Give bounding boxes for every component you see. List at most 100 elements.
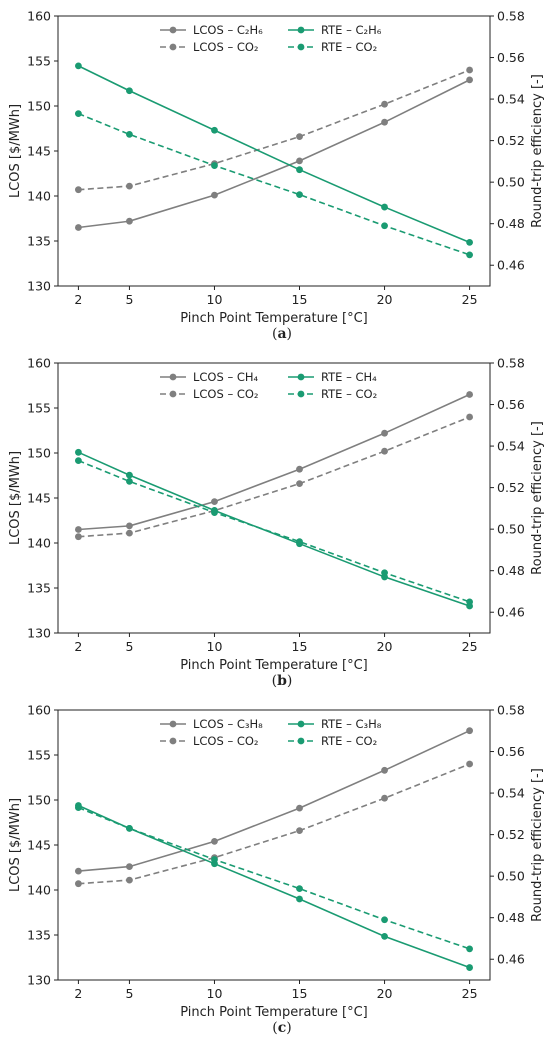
y-tick-label: 145 <box>27 144 51 159</box>
legend-entry: RTE – CH₄ <box>321 370 377 384</box>
x-tick-label: 25 <box>462 292 478 307</box>
data-point <box>296 827 303 834</box>
data-point <box>296 480 303 487</box>
y-axis-label: LCOS [$/MWh] <box>8 104 23 198</box>
y-tick-label: 160 <box>27 356 51 371</box>
legend-entry: LCOS – CO₂ <box>193 40 259 54</box>
legend-entry: RTE – CO₂ <box>321 734 377 748</box>
y2-tick-label: 0.52 <box>497 480 525 495</box>
data-point <box>211 162 218 169</box>
data-point <box>75 62 82 70</box>
series-line <box>78 763 470 885</box>
series-line <box>78 806 470 950</box>
data-point <box>211 498 218 505</box>
y2-tick-label: 0.52 <box>497 827 525 842</box>
x-tick-label: 5 <box>125 639 133 654</box>
data-point <box>211 509 218 516</box>
data-point <box>296 804 303 812</box>
data-point <box>126 876 133 884</box>
legend-marker <box>169 26 177 34</box>
legend-marker <box>297 26 305 34</box>
y2-tick-label: 0.46 <box>497 952 525 967</box>
data-point <box>296 465 303 473</box>
chart-panel-a: 2 5 10 15 20 25 130 135 140 145 150 155 160 0.46 0.48 0… <box>0 0 550 347</box>
legend-marker <box>297 737 305 745</box>
data-point <box>75 224 82 231</box>
data-point <box>126 477 133 485</box>
legend-entry: LCOS – C₃H₈ <box>193 717 263 731</box>
data-point <box>381 100 388 108</box>
data-point <box>211 191 218 199</box>
y2-tick-label: 0.50 <box>497 522 525 537</box>
data-point <box>466 760 473 768</box>
data-point <box>211 838 218 845</box>
legend-marker <box>297 390 305 398</box>
data-point <box>381 222 388 230</box>
y-axis-label: LCOS [$/MWh] <box>8 798 23 892</box>
data-point <box>211 856 218 863</box>
y2-tick-label: 0.56 <box>497 744 525 759</box>
plot-frame <box>57 362 491 634</box>
data-point <box>466 66 473 74</box>
data-point <box>466 964 473 971</box>
data-point <box>126 824 133 832</box>
series-line <box>78 729 470 872</box>
data-point <box>126 182 133 190</box>
y-tick-label: 130 <box>27 279 51 294</box>
x-tick-label: 20 <box>377 639 393 654</box>
y2-axis-label: Round-trip efficiency [-] <box>530 74 545 228</box>
x-axis-label: Pinch Point Temperature [°C] <box>180 1005 368 1020</box>
series-line <box>78 65 470 244</box>
x-tick-label: 25 <box>462 986 478 1001</box>
data-point <box>381 766 388 774</box>
x-tick-label: 15 <box>292 986 308 1001</box>
y2-tick-label: 0.48 <box>497 563 525 578</box>
legend-marker <box>297 43 305 51</box>
y2-tick-label: 0.58 <box>497 9 525 24</box>
data-point <box>126 529 133 537</box>
chart-svg: 2 5 10 15 20 251301351401451501551600.460.480… <box>8 703 545 1037</box>
y2-tick-label: 0.48 <box>497 216 525 231</box>
data-point <box>466 238 473 246</box>
series-line <box>78 451 470 607</box>
x-tick-label: 15 <box>292 639 308 654</box>
x-tick-label: 20 <box>377 986 393 1001</box>
data-point <box>466 391 473 398</box>
chart-svg: 2 5 10 15 20 251301351401451501551600.460.480… <box>8 356 545 690</box>
data-point <box>126 130 133 138</box>
y-tick-label: 140 <box>27 189 51 204</box>
data-point <box>75 186 82 194</box>
data-point <box>75 804 82 812</box>
data-point <box>211 126 218 134</box>
x-axis-label: Pinch Point Temperature [°C] <box>180 658 368 673</box>
y-tick-label: 155 <box>27 401 51 416</box>
y2-tick-label: 0.54 <box>497 92 525 107</box>
legend-entry: RTE – CO₂ <box>321 387 377 401</box>
data-point <box>126 522 133 530</box>
x-axis-label: Pinch Point Temperature [°C] <box>180 311 368 326</box>
y2-tick-label: 0.50 <box>497 869 525 884</box>
y2-tick-label: 0.54 <box>497 786 525 801</box>
legend-marker <box>169 390 177 398</box>
data-point <box>466 413 473 421</box>
y-tick-label: 135 <box>27 581 51 596</box>
y-tick-label: 155 <box>27 54 51 69</box>
legend-entry: LCOS – CH₄ <box>193 370 259 384</box>
data-point <box>75 533 82 541</box>
data-point <box>381 118 388 126</box>
x-tick-label: 2 <box>74 986 82 1001</box>
y-tick-label: 130 <box>27 973 51 988</box>
y2-tick-label: 0.54 <box>497 439 525 454</box>
y2-tick-label: 0.46 <box>497 605 525 620</box>
data-point <box>466 76 473 84</box>
data-point <box>75 880 82 888</box>
data-point <box>296 895 303 903</box>
y2-tick-label: 0.56 <box>497 397 525 412</box>
panel-caption: (a) <box>272 326 292 342</box>
x-tick-label: 10 <box>207 639 223 654</box>
legend-marker <box>169 373 177 381</box>
data-point <box>296 166 303 174</box>
x-tick-label: 15 <box>292 292 308 307</box>
y-tick-label: 160 <box>27 703 51 718</box>
data-point <box>296 885 303 893</box>
